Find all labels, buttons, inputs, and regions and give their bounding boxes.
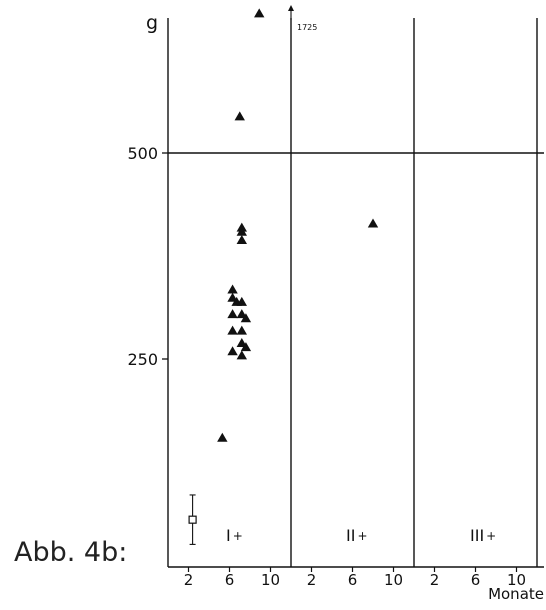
x-tick-label: 10 <box>261 571 280 589</box>
data-point-triangle <box>236 235 247 245</box>
offscale-arrow-head <box>288 5 294 11</box>
x-tick-label: 2 <box>307 571 317 589</box>
data-point-triangle <box>236 350 247 360</box>
data-point-triangle <box>227 309 238 319</box>
x-tick-label: 6 <box>225 571 235 589</box>
data-point-triangle <box>240 342 252 352</box>
year-label-numeral: I <box>226 526 231 545</box>
x-tick-label: 10 <box>507 571 526 589</box>
data-point-triangle <box>236 325 247 335</box>
labels-layer: 25050075010001250g261026102610MonateI+II… <box>127 12 544 603</box>
data-point-triangle <box>234 111 245 121</box>
year-label-numeral: III <box>470 526 484 545</box>
year-label: II + <box>346 526 368 545</box>
data-point-triangle <box>240 313 252 323</box>
year-label-plus: + <box>233 529 243 543</box>
year-label-plus: + <box>357 529 367 543</box>
year-label: I + <box>226 526 243 545</box>
grid-layer <box>168 18 544 567</box>
data-point-triangle <box>236 222 247 232</box>
axes-layer <box>162 5 544 572</box>
year-label-plus: + <box>486 529 496 543</box>
y-tick-label: 250 <box>127 350 158 369</box>
data-point-triangle <box>254 8 265 18</box>
data-point-triangle <box>217 432 228 442</box>
data-point-triangle <box>227 325 238 335</box>
reference-square <box>188 515 197 524</box>
x-tick-label: 6 <box>471 571 481 589</box>
y-tick-label: 500 <box>127 144 158 163</box>
offscale-value-label: 1725 <box>297 23 317 32</box>
y-unit-label: g <box>146 12 158 34</box>
year-label: III + <box>470 526 496 545</box>
figure-label: Abb. 4b: <box>14 537 128 568</box>
data-point-triangle <box>236 296 247 306</box>
points-layer <box>188 8 379 545</box>
year-label-numeral: II <box>346 526 355 545</box>
x-tick-label: 2 <box>184 571 194 589</box>
x-tick-label: 2 <box>430 571 440 589</box>
x-tick-label: 10 <box>384 571 403 589</box>
data-point-triangle <box>227 346 238 356</box>
data-point-triangle <box>227 284 238 294</box>
x-unit-label: Monate <box>488 585 544 603</box>
data-point-triangle <box>367 218 379 228</box>
x-tick-label: 6 <box>348 571 358 589</box>
